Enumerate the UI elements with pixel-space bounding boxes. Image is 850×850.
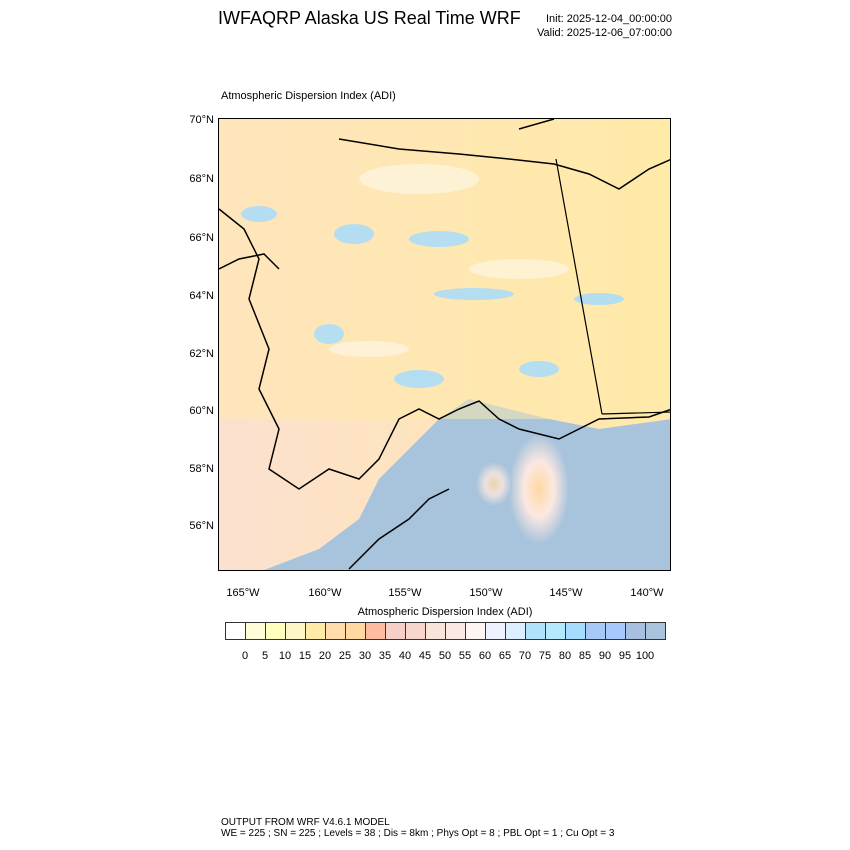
lat-label: 56°N [189, 520, 214, 532]
lat-label: 70°N [189, 114, 214, 126]
colorbar-label: 35 [378, 650, 392, 662]
border-line [555, 158, 670, 415]
colorbar-box [286, 623, 306, 639]
eddy-feature [509, 434, 569, 544]
colorbar-box [526, 623, 546, 639]
colorbar-label: 10 [278, 650, 292, 662]
lon-label: 150°W [469, 587, 503, 599]
colorbar-label: 0 [241, 650, 249, 662]
colorbar-box [306, 623, 326, 639]
adi-map [218, 118, 671, 571]
lat-label: 58°N [189, 463, 214, 475]
colorbar-label: 5 [261, 650, 269, 662]
plot-title: IWFAQRP Alaska US Real Time WRF [218, 8, 521, 28]
lon-label: 160°W [308, 587, 342, 599]
lat-label: 60°N [189, 405, 214, 417]
colorbar-box [426, 623, 446, 639]
colorbar-label: 20 [318, 650, 332, 662]
colorbar-label: 85 [578, 650, 592, 662]
time-info: Init: 2025-12-04_00:00:00 Valid: 2025-12… [537, 12, 672, 40]
colorbar-box [446, 623, 466, 639]
colorbar-box [546, 623, 566, 639]
colorbar-box [246, 623, 266, 639]
footer-line-1: OUTPUT FROM WRF V4.6.1 MODEL [221, 817, 390, 828]
lat-label: 68°N [189, 173, 214, 185]
footer-line-2: WE = 225 ; SN = 225 ; Levels = 38 ; Dis … [221, 828, 615, 839]
colorbar-title: Atmospheric Dispersion Index (ADI) [357, 606, 533, 618]
colorbar-box [266, 623, 286, 639]
lat-label: 66°N [189, 232, 214, 244]
colorbar-label: 100 [635, 650, 655, 662]
high-adi-patches [241, 206, 624, 388]
map-subtitle: Atmospheric Dispersion Index (ADI) [221, 90, 396, 102]
colorbar-label: 75 [538, 650, 552, 662]
colorbar-box [626, 623, 646, 639]
colorbar-box [326, 623, 346, 639]
colorbar [225, 622, 666, 640]
colorbar-box [606, 623, 626, 639]
colorbar-label: 65 [498, 650, 512, 662]
colorbar-label: 60 [478, 650, 492, 662]
colorbar-label: 95 [618, 650, 632, 662]
lon-label: 155°W [388, 587, 422, 599]
map-graphic [219, 119, 670, 570]
colorbar-box [506, 623, 526, 639]
colorbar-box [566, 623, 586, 639]
colorbar-box [586, 623, 606, 639]
colorbar-label: 45 [418, 650, 432, 662]
colorbar-label: 25 [338, 650, 352, 662]
valid-time: Valid: 2025-12-06_07:00:00 [537, 27, 672, 39]
init-time: Init: 2025-12-04_00:00:00 [546, 13, 672, 25]
model-footer: OUTPUT FROM WRF V4.6.1 MODEL WE = 225 ; … [221, 817, 614, 839]
lat-label: 62°N [189, 348, 214, 360]
colorbar-box [466, 623, 486, 639]
lat-label: 64°N [189, 290, 214, 302]
coastline [219, 119, 670, 490]
colorbar-box [226, 623, 246, 639]
colorbar-box [406, 623, 426, 639]
colorbar-label: 90 [598, 650, 612, 662]
colorbar-box [386, 623, 406, 639]
colorbar-label: 30 [358, 650, 372, 662]
colorbar-label: 55 [458, 650, 472, 662]
lon-label: 145°W [549, 587, 583, 599]
colorbar-label: 70 [518, 650, 532, 662]
colorbar-label: 50 [438, 650, 452, 662]
colorbar-box [486, 623, 506, 639]
colorbar-box [646, 623, 665, 639]
colorbar-label: 15 [298, 650, 312, 662]
lon-label: 165°W [226, 587, 260, 599]
lon-label: 140°W [630, 587, 664, 599]
colorbar-box [366, 623, 386, 639]
colorbar-label: 80 [558, 650, 572, 662]
colorbar-box [346, 623, 366, 639]
colorbar-label: 40 [398, 650, 412, 662]
